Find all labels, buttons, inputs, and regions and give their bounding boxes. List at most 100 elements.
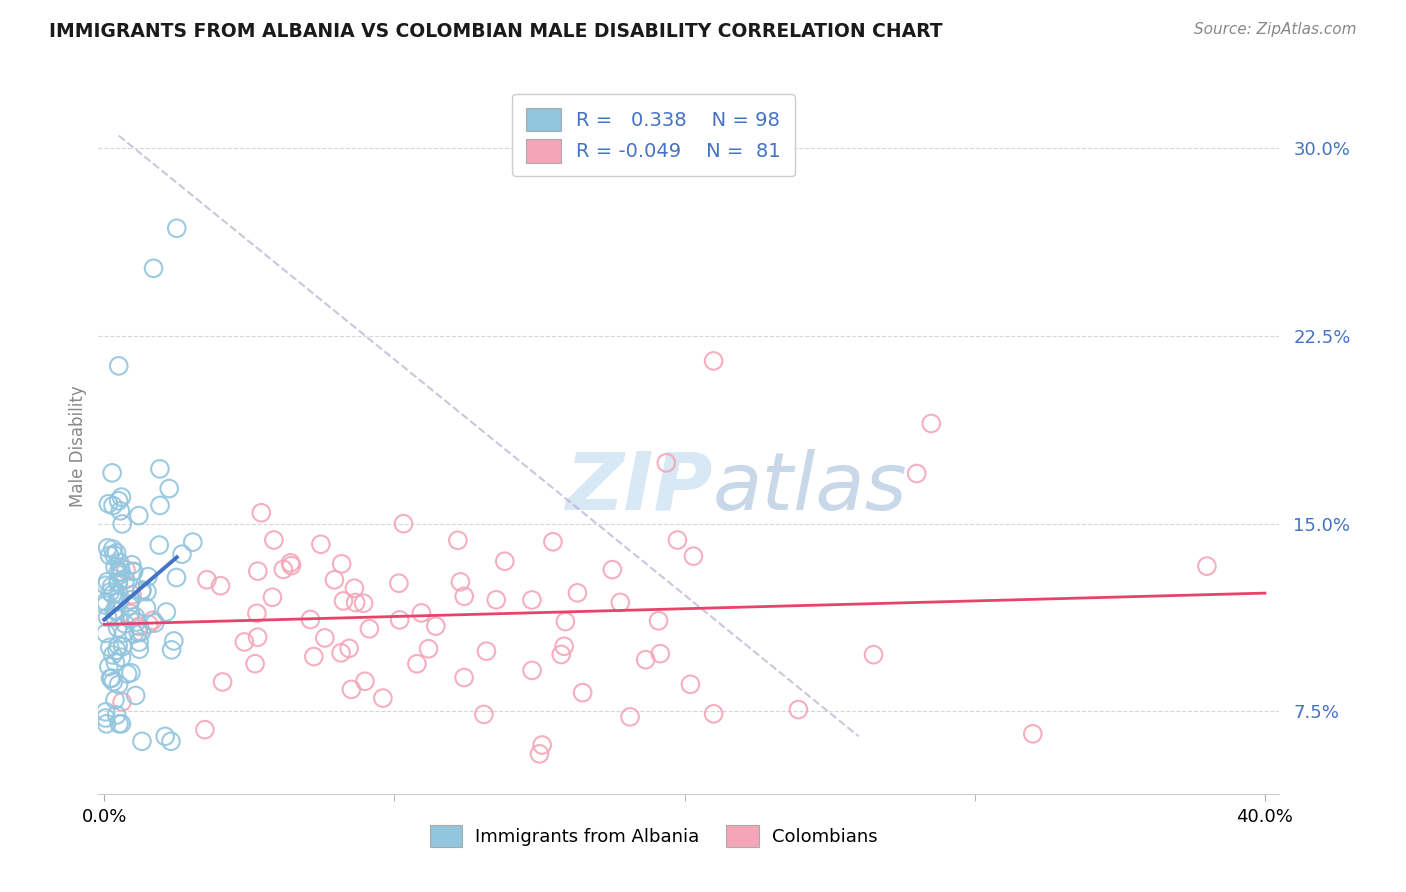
Point bbox=[114, 573, 136, 587]
Point bbox=[1195, 559, 1218, 574]
Point bbox=[120, 593, 142, 607]
Point bbox=[250, 506, 273, 520]
Point bbox=[131, 584, 153, 599]
Point bbox=[118, 612, 141, 626]
Point bbox=[121, 588, 143, 602]
Point bbox=[108, 594, 131, 608]
Point bbox=[243, 657, 266, 671]
Point bbox=[122, 565, 145, 579]
Point bbox=[157, 482, 180, 496]
Point bbox=[195, 573, 218, 587]
Point bbox=[94, 711, 117, 725]
Point bbox=[602, 563, 624, 577]
Point bbox=[124, 689, 146, 703]
Point bbox=[107, 493, 129, 508]
Point bbox=[100, 671, 122, 685]
Point bbox=[104, 610, 127, 624]
Point bbox=[101, 542, 124, 557]
Point bbox=[120, 607, 142, 621]
Point bbox=[131, 734, 153, 748]
Y-axis label: Male Disability: Male Disability bbox=[69, 385, 87, 507]
Point bbox=[166, 570, 188, 584]
Point bbox=[96, 716, 118, 731]
Point bbox=[103, 548, 125, 562]
Point bbox=[121, 558, 143, 572]
Point bbox=[571, 685, 593, 699]
Point bbox=[110, 560, 132, 574]
Point bbox=[148, 538, 170, 552]
Point bbox=[118, 599, 141, 613]
Point bbox=[340, 682, 363, 697]
Point bbox=[97, 497, 120, 511]
Point bbox=[105, 546, 128, 560]
Point bbox=[108, 716, 131, 731]
Point bbox=[101, 466, 124, 480]
Point bbox=[554, 615, 576, 629]
Point bbox=[98, 585, 121, 599]
Point bbox=[105, 708, 128, 723]
Point bbox=[107, 359, 129, 373]
Point bbox=[425, 619, 447, 633]
Point bbox=[127, 625, 149, 640]
Point bbox=[110, 650, 132, 665]
Point bbox=[211, 675, 233, 690]
Point bbox=[122, 565, 145, 579]
Point bbox=[359, 622, 381, 636]
Point bbox=[110, 490, 132, 504]
Point bbox=[233, 635, 256, 649]
Point bbox=[97, 659, 120, 673]
Point bbox=[246, 607, 269, 621]
Point bbox=[107, 576, 129, 591]
Point bbox=[246, 564, 269, 578]
Point bbox=[181, 535, 204, 549]
Point bbox=[550, 648, 572, 662]
Point bbox=[101, 587, 124, 601]
Point bbox=[330, 557, 353, 571]
Point bbox=[94, 705, 117, 719]
Point bbox=[101, 648, 124, 662]
Point bbox=[314, 631, 336, 645]
Point bbox=[655, 456, 678, 470]
Point bbox=[108, 568, 131, 582]
Text: Source: ZipAtlas.com: Source: ZipAtlas.com bbox=[1194, 22, 1357, 37]
Point bbox=[273, 562, 295, 576]
Point bbox=[280, 556, 302, 570]
Point bbox=[120, 580, 142, 594]
Point bbox=[163, 634, 186, 648]
Point bbox=[647, 614, 669, 628]
Point bbox=[650, 647, 672, 661]
Point bbox=[475, 644, 498, 658]
Point bbox=[107, 574, 129, 589]
Point bbox=[330, 646, 353, 660]
Point bbox=[94, 626, 117, 640]
Point bbox=[337, 641, 360, 656]
Legend: Immigrants from Albania, Colombians: Immigrants from Albania, Colombians bbox=[423, 818, 884, 855]
Point bbox=[117, 667, 139, 681]
Point bbox=[107, 566, 129, 580]
Point bbox=[371, 691, 394, 706]
Point bbox=[703, 354, 725, 368]
Point bbox=[98, 640, 121, 655]
Point bbox=[619, 710, 641, 724]
Point bbox=[553, 639, 575, 653]
Point bbox=[98, 549, 121, 563]
Point bbox=[153, 729, 176, 743]
Point bbox=[103, 603, 125, 617]
Point bbox=[309, 537, 332, 551]
Point bbox=[666, 533, 689, 547]
Point bbox=[122, 627, 145, 641]
Point bbox=[136, 584, 159, 599]
Point bbox=[529, 747, 551, 761]
Point bbox=[485, 592, 508, 607]
Point bbox=[209, 579, 232, 593]
Point bbox=[679, 677, 702, 691]
Point bbox=[609, 595, 631, 609]
Point bbox=[101, 499, 124, 513]
Point bbox=[703, 706, 725, 721]
Point bbox=[392, 516, 415, 531]
Point bbox=[128, 508, 150, 523]
Point bbox=[107, 639, 129, 653]
Point bbox=[104, 692, 127, 706]
Point bbox=[453, 671, 475, 685]
Point bbox=[111, 516, 134, 531]
